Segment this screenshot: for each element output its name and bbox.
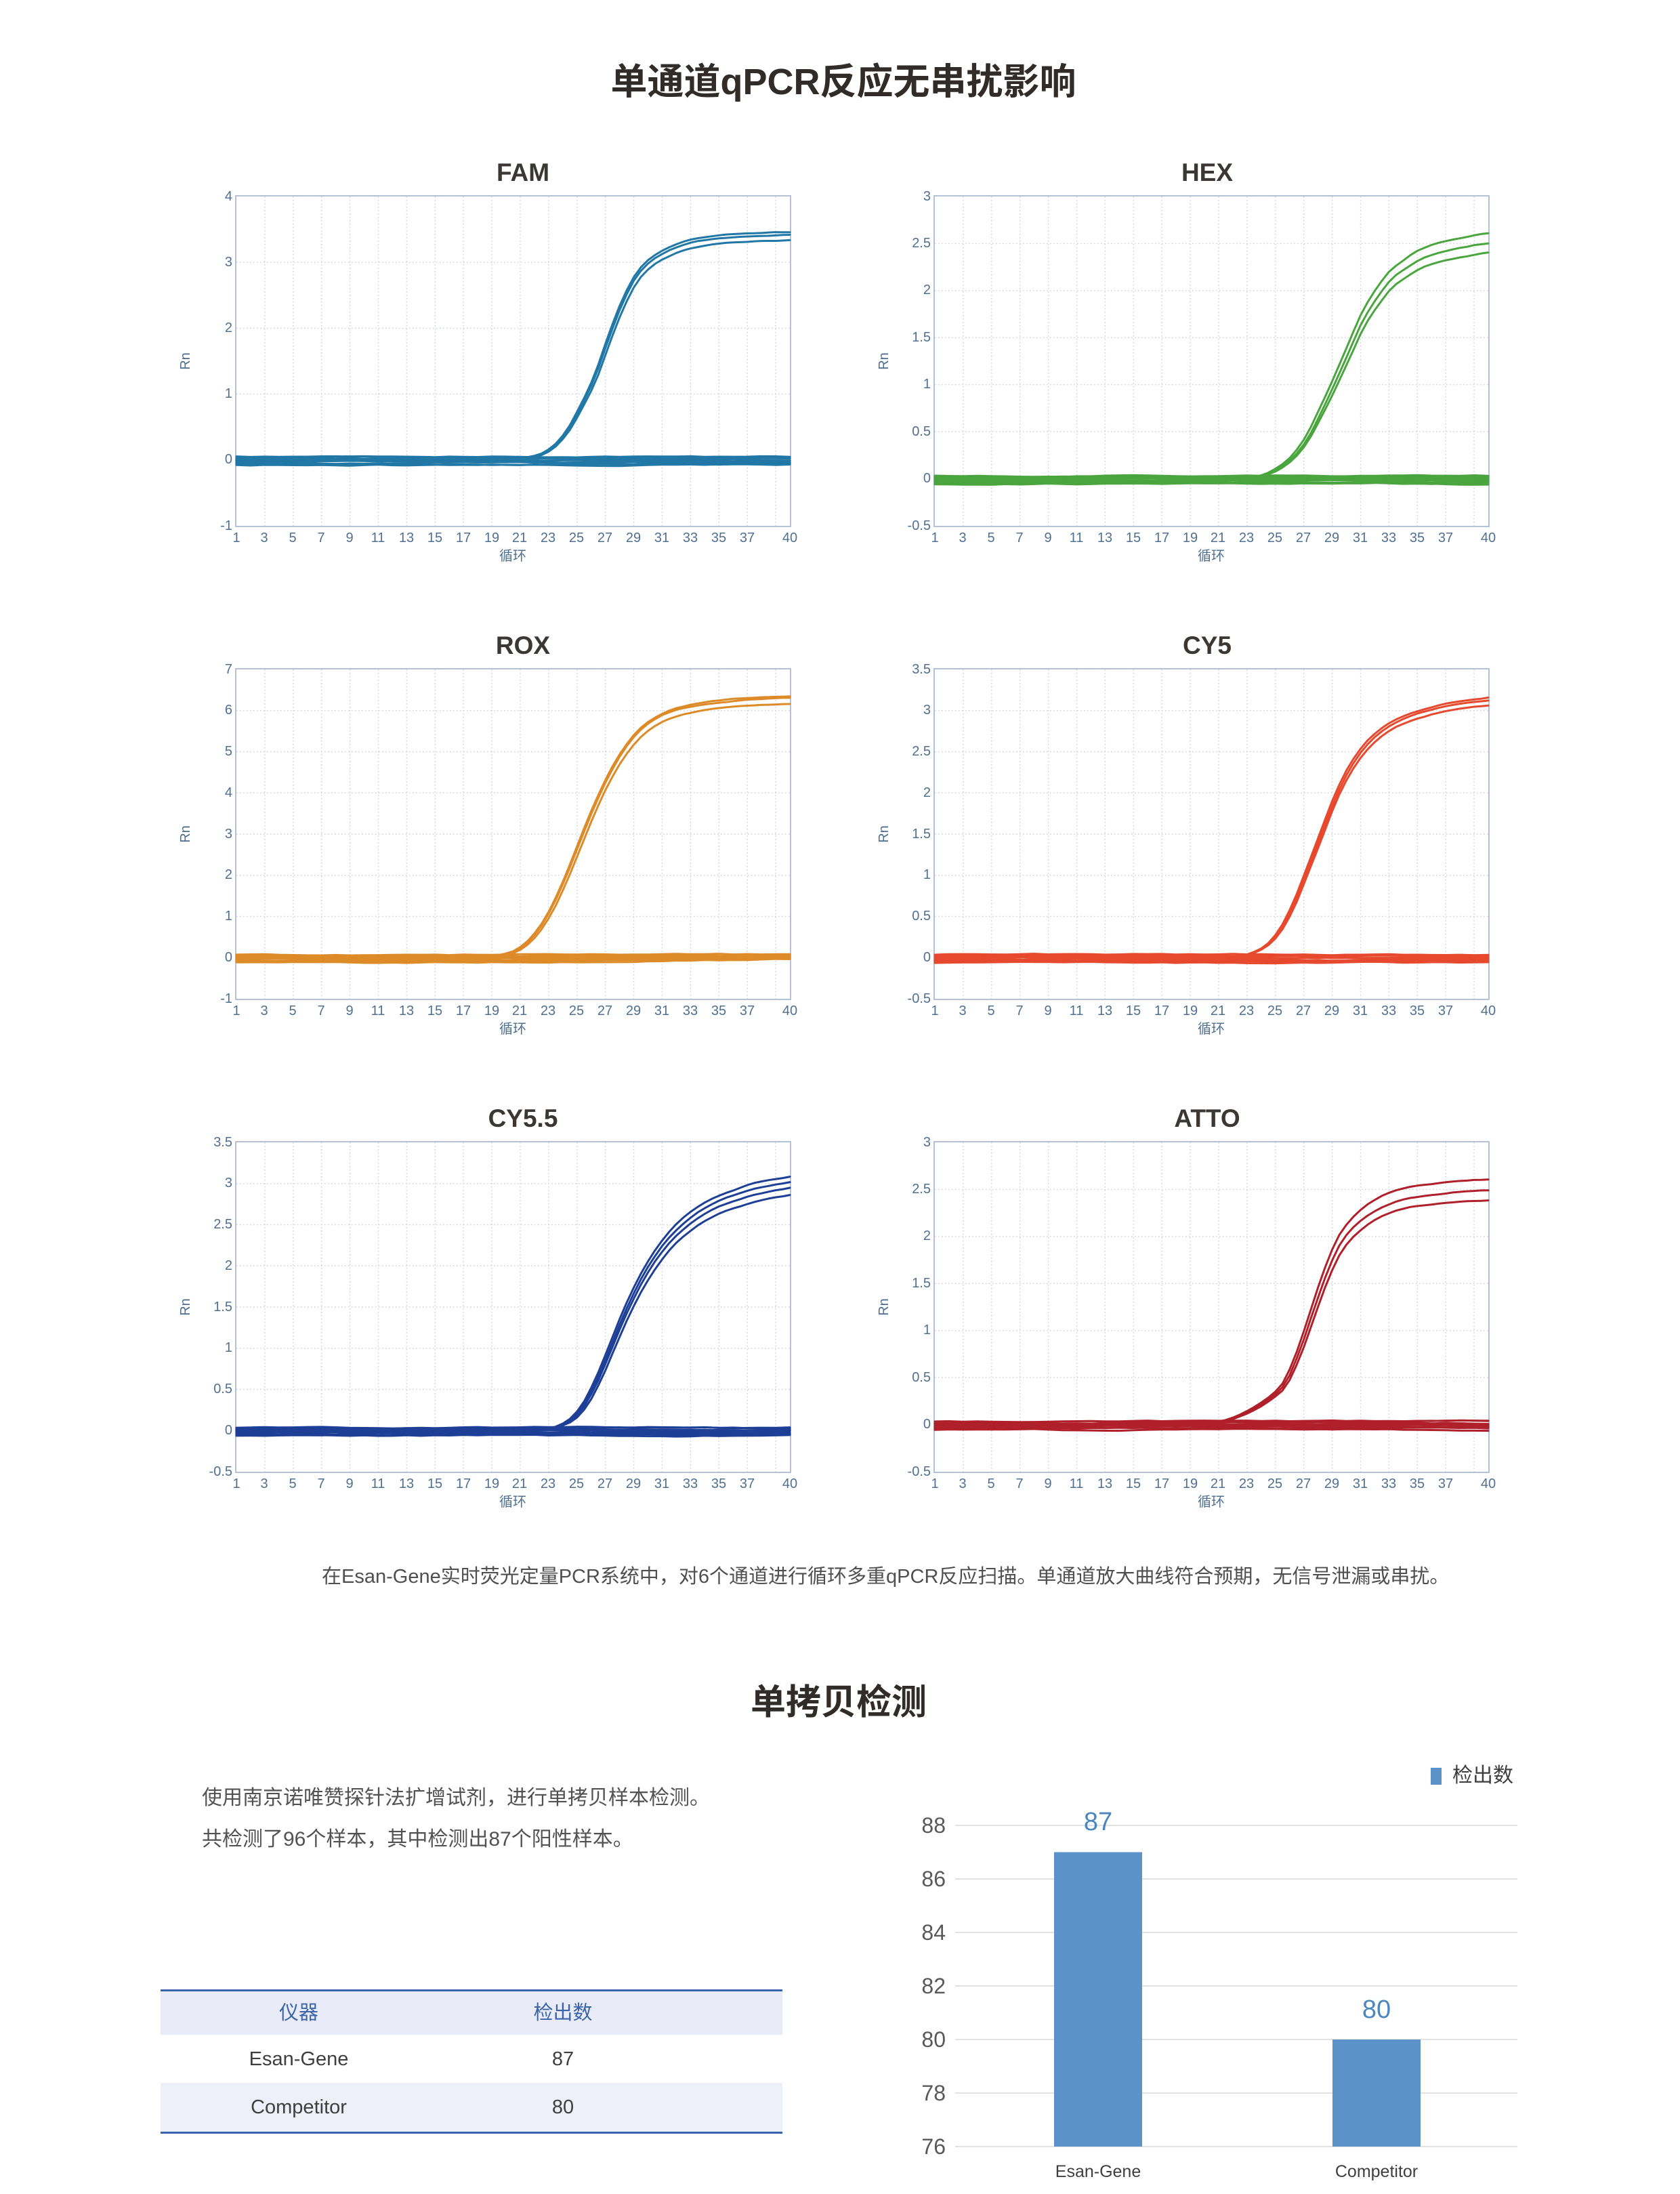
svg-text:80: 80 bbox=[1362, 1995, 1391, 2024]
svg-text:88: 88 bbox=[921, 1813, 946, 1838]
svg-text:Competitor: Competitor bbox=[1335, 2162, 1418, 2181]
svg-text:76: 76 bbox=[921, 2134, 946, 2159]
svg-text:80: 80 bbox=[921, 2027, 946, 2052]
svg-text:84: 84 bbox=[921, 1920, 946, 1945]
svg-text:82: 82 bbox=[921, 1974, 946, 1998]
svg-text:87: 87 bbox=[1084, 1808, 1112, 1836]
svg-text:Esan-Gene: Esan-Gene bbox=[1055, 2162, 1141, 2181]
svg-text:86: 86 bbox=[921, 1867, 946, 1891]
svg-text:78: 78 bbox=[921, 2081, 946, 2105]
